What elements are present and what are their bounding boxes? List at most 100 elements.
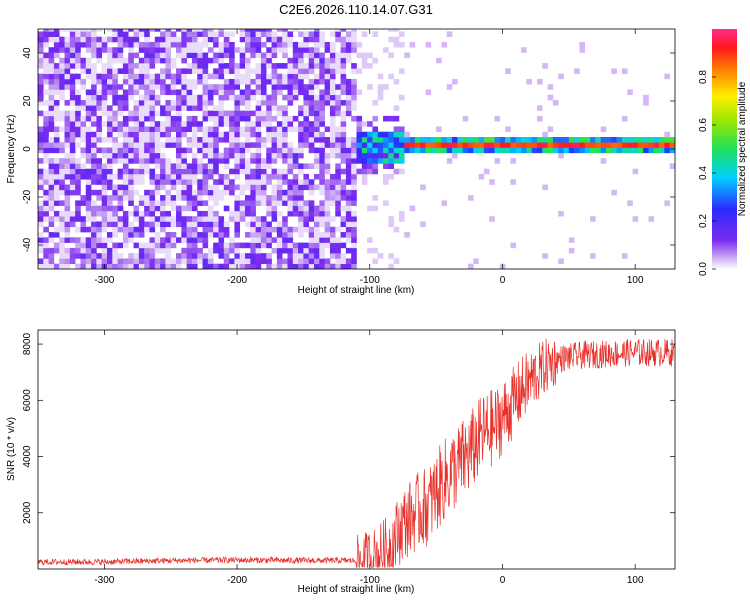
spectrogram-cell (340, 47, 347, 53)
spectrogram-cell (176, 121, 182, 127)
spectrogram-cell (260, 173, 267, 180)
spectrogram-cell (234, 216, 241, 222)
spectrogram-cell (398, 94, 405, 101)
spectrogram-cell (197, 247, 203, 254)
spectrogram-cell (229, 52, 235, 59)
spectrogram-cell (255, 147, 262, 154)
spectrogram-cell (96, 263, 102, 269)
spectrogram-cell (117, 47, 124, 53)
spectrogram-cell (85, 195, 92, 201)
spectrogram-cell (218, 63, 225, 69)
spectrogram-cell (345, 232, 352, 238)
spectrogram-cell (335, 147, 341, 154)
spectrogram-cell (191, 221, 198, 228)
spectrogram-cell (632, 137, 639, 143)
spectrogram-cell (107, 121, 113, 127)
spectrogram-cell (568, 237, 575, 243)
spectrogram-cell (64, 29, 71, 32)
spectrogram-cell (207, 195, 214, 201)
spectrogram-cell (239, 29, 246, 32)
spectrogram-cell (160, 163, 166, 169)
spectrogram-cell (53, 126, 60, 133)
spectrogram-cell (345, 189, 352, 196)
spectrogram-cell (96, 78, 102, 85)
spectrogram-cell (229, 189, 235, 196)
spectrogram-cell (239, 163, 246, 169)
spectrogram-cell (181, 47, 187, 53)
spectrogram-cell (48, 195, 55, 201)
spectrogram-cell (356, 89, 363, 96)
spectrogram-cell (176, 137, 182, 143)
spectrogram-cell (69, 121, 76, 127)
spectrogram-cell (133, 137, 140, 143)
spectrogram-cell (144, 115, 150, 122)
spectrogram-cell (250, 189, 256, 196)
spectrogram-cell (75, 126, 81, 133)
spectrogram-cell (345, 173, 352, 180)
spectrogram-cell (53, 31, 60, 37)
spectrogram-cell (154, 36, 161, 43)
spectrogram-cell (308, 253, 315, 259)
spectrogram-cell (250, 184, 256, 191)
spectrogram-cell (356, 52, 363, 59)
spectrogram-cell (298, 242, 304, 249)
spectrogram-cell (107, 36, 113, 43)
spectrogram-cell (80, 41, 87, 48)
spectrogram-cell (351, 47, 357, 53)
spectrogram-cell (250, 89, 256, 96)
spectrogram-cell (186, 78, 193, 85)
spectrogram-cell (319, 41, 325, 48)
spectrogram-cell (388, 52, 394, 59)
spectrogram-cell (59, 94, 65, 101)
spectrogram-cell (197, 105, 203, 111)
spectrogram-cell (117, 147, 124, 154)
spectrogram-cell (38, 137, 44, 143)
spectrogram-cell (361, 168, 368, 175)
spectrogram-cell (287, 63, 294, 69)
spectrogram-cell (75, 110, 81, 117)
spectrogram-cell (186, 184, 193, 191)
spectrogram-cell (250, 210, 256, 217)
spectrogram-cell (250, 216, 256, 222)
spectrogram-cell (53, 200, 60, 206)
spectrogram-cell (393, 41, 400, 48)
spectrogram-cell (340, 29, 347, 32)
spectrogram-cell (282, 47, 288, 53)
spectrogram-cell (287, 31, 294, 37)
spectrogram-cell (138, 78, 145, 85)
spectrogram-cell (340, 263, 347, 269)
spectrogram-cell (75, 158, 81, 164)
spectrogram-cell (202, 36, 209, 43)
spectrogram-cell (59, 36, 65, 43)
spectrogram-cell (255, 142, 262, 148)
spectrogram-cell (107, 158, 113, 164)
spectrogram-cell (229, 110, 235, 117)
spectrogram-cell (53, 110, 60, 117)
spectrogram-cell (505, 147, 511, 154)
spectrogram-cell (202, 63, 209, 69)
spectrogram-cell (521, 142, 527, 148)
spectrogram-cell (287, 258, 294, 265)
spectrogram-cell (112, 73, 118, 80)
spectrogram-cell (43, 147, 49, 154)
spectrogram-cell (80, 105, 87, 111)
spectrogram-cell (568, 137, 575, 143)
spectrogram-cell (467, 263, 474, 269)
snr-x-tick-label: -300 (94, 575, 114, 586)
spectrogram-cell (154, 137, 161, 143)
spectrogram-cell (176, 168, 182, 175)
spectrogram-cell (383, 47, 389, 53)
spectrogram-cell (329, 47, 336, 53)
spectrogram-cell (223, 179, 230, 185)
spectrogram-cell (398, 41, 405, 48)
spectrogram-cell (165, 189, 172, 196)
spectrogram-cell (165, 31, 172, 37)
spectrogram-cell (213, 41, 219, 48)
spectrogram-cell (234, 152, 241, 159)
spectrogram-cell (250, 200, 256, 206)
spectrogram-cell (319, 210, 325, 217)
spectrogram-cell (144, 168, 150, 175)
spectrogram-cell (176, 105, 182, 111)
spectrogram-cell (276, 226, 283, 233)
spectrogram-cell (64, 121, 71, 127)
